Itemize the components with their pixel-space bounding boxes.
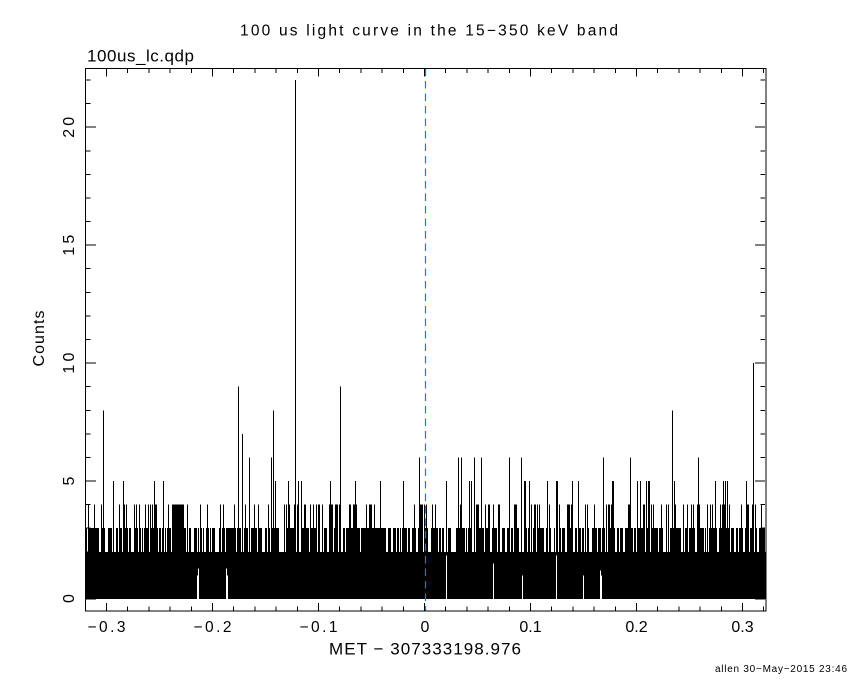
svg-text:0: 0	[421, 619, 430, 636]
svg-text:−0.2: −0.2	[194, 619, 232, 636]
svg-text:−0.1: −0.1	[300, 619, 338, 636]
svg-text:0.3: 0.3	[731, 619, 753, 636]
svg-text:5: 5	[61, 476, 78, 485]
svg-text:Counts: Counts	[31, 311, 48, 367]
svg-text:0.1: 0.1	[519, 619, 541, 636]
svg-text:100us_lc.qdp: 100us_lc.qdp	[87, 47, 194, 66]
svg-text:MET − 307333198.976: MET − 307333198.976	[329, 640, 521, 659]
svg-text:−0.3: −0.3	[88, 619, 126, 636]
svg-text:allen 30−May−2015 23:46: allen 30−May−2015 23:46	[715, 664, 847, 675]
svg-text:0.2: 0.2	[625, 619, 647, 636]
svg-text:0: 0	[61, 594, 78, 603]
